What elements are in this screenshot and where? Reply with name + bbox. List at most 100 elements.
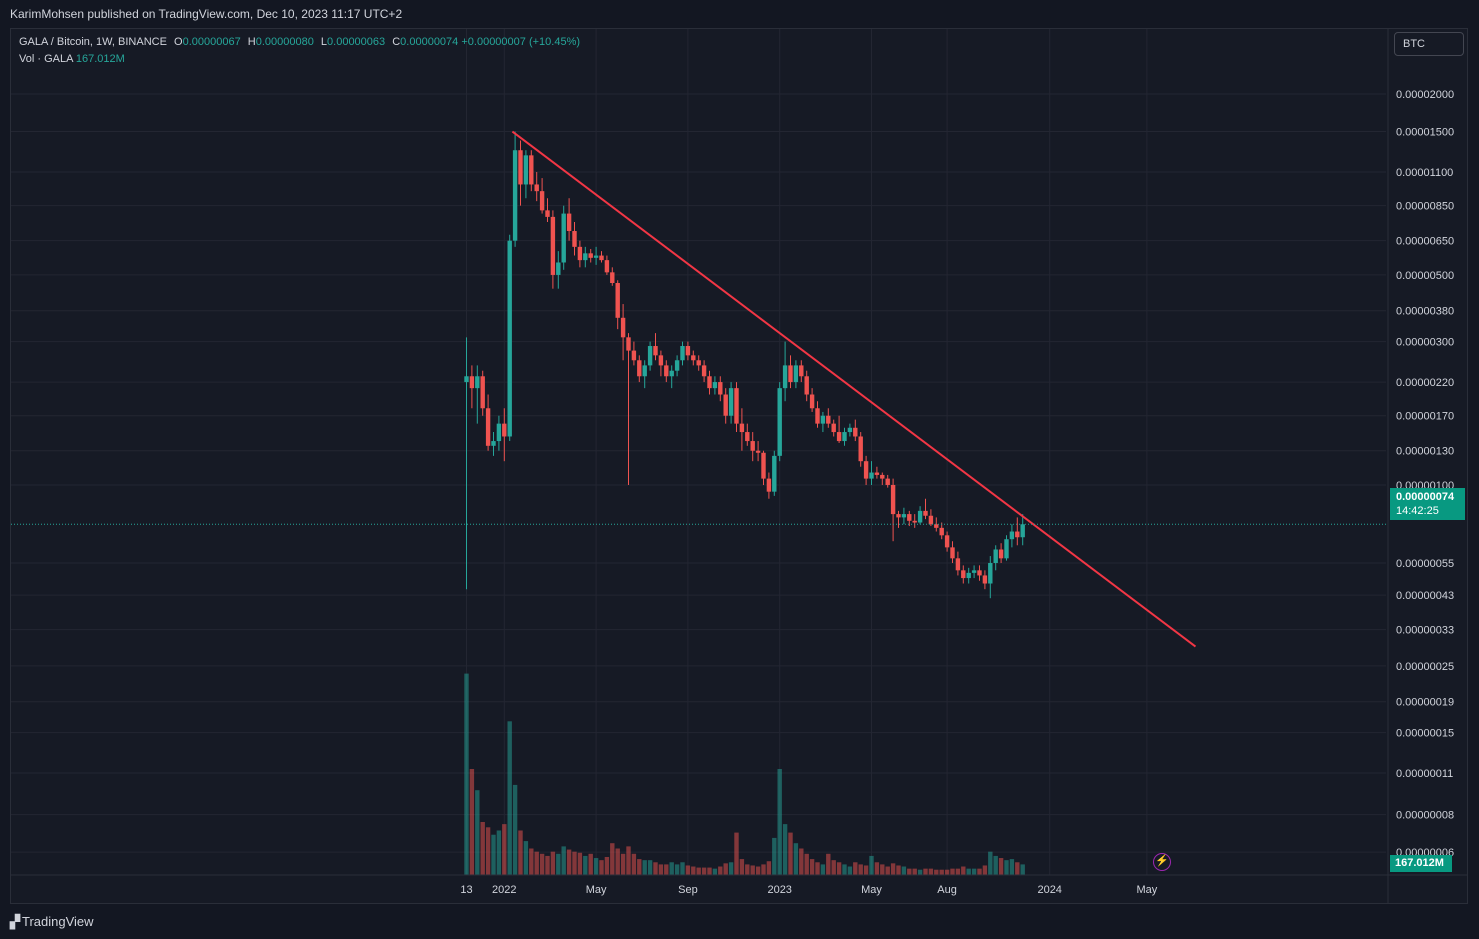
volume-bar [539,853,545,875]
volume-bar [799,848,804,875]
price-tick-label: 0.00000850 [1396,201,1454,213]
candle-body [782,365,788,389]
candle-body [874,472,880,475]
price-chart[interactable]: 0.00002000 0.00001500 0.00001100 0.00000850… [11,29,1467,903]
candle-body [928,515,934,525]
volume-legend: Vol · GALA 167.012M [19,53,125,65]
candle-body [885,478,890,485]
candle-body [529,155,534,185]
volume-bar [993,855,998,875]
candle-body [712,382,718,389]
candle-body [977,570,982,576]
candle-body [599,255,604,261]
candle-body [1004,539,1009,559]
volume-bar [777,769,782,875]
candle-body [658,355,664,366]
volume-bar [966,868,971,875]
volume-bar [961,866,966,875]
candle-body [917,510,923,523]
candle-body [880,474,885,479]
last-price-value: 0.00000074 [1396,491,1455,503]
volume-bar [982,865,988,875]
price-tick-label: 0.00000008 [1396,810,1454,822]
resistance-trendline [511,130,1197,648]
volume-bar [577,852,583,875]
candle-body [518,150,523,185]
price-axis: 0.00002000 0.00001500 0.00001100 0.00000850… [1396,89,1454,859]
grid-lines [11,29,1386,875]
volume-bar [674,864,680,875]
volume-bar [874,862,880,875]
volume-bar [955,868,961,875]
volume-bar [545,855,550,875]
volume-bar [842,864,847,875]
volume-bar [880,864,885,875]
volume-bar [599,860,604,875]
price-tick-label: 0.00000650 [1396,236,1454,248]
price-tick-label: 0.00000055 [1396,558,1454,570]
time-tick-label: May [586,884,607,896]
volume-bar [712,868,718,875]
volume-bar [853,862,858,875]
price-tick-label: 0.00001100 [1396,167,1453,179]
price-tick-label: 0.00000043 [1396,590,1454,602]
candle-body [939,527,944,536]
volume-bar [998,858,1004,875]
volume-bar [944,869,950,875]
candle-body [955,558,961,571]
candle-body [588,253,593,258]
candle-body [934,524,939,528]
volume-bar [804,853,809,875]
volume-bar [745,864,750,875]
price-tick-label: 0.00001500 [1396,127,1454,139]
candle-body [485,408,491,446]
candle-body [647,346,653,366]
symbol-title: GALA / Bitcoin, 1W, BINANCE [19,36,167,48]
bar-countdown: 14:42:25 [1396,505,1439,517]
tradingview-brand: TradingView [22,914,94,929]
time-tick-label: Aug [937,884,957,896]
change-value: +0.00000007 (+10.45%) [461,36,581,48]
volume-bar [707,867,712,875]
chart-panel[interactable]: 0.00002000 0.00001500 0.00001100 0.00000850… [10,28,1468,904]
volume-bar [469,769,475,875]
candle-body [577,246,583,261]
volume-bar [1004,860,1009,875]
volume-bar [669,862,674,875]
currency-button[interactable]: BTC [1394,32,1464,56]
candle-body [745,432,750,442]
candle-body [842,432,847,442]
time-tick-label: 2024 [1037,884,1061,896]
volume-bar [518,830,523,875]
volume-bar [815,862,820,875]
price-tick-label: 0.00000130 [1396,446,1454,458]
candle-body [680,346,685,361]
volume-bar [1020,864,1025,875]
volume-bar [831,860,836,875]
candle-body [566,213,572,232]
volume-bar [772,837,777,875]
volume-bar [680,862,685,875]
candle-body [950,547,955,559]
candle-body [534,184,539,192]
volume-bar [750,865,755,875]
candle-body [853,427,858,437]
candle-body [820,415,826,424]
volume-bar [782,824,788,875]
price-tick-label: 0.00000170 [1396,411,1454,423]
lightning-icon[interactable]: ⚡ [1153,853,1171,871]
candle-body [863,461,869,479]
volume-bar [971,868,977,875]
candle-body [653,346,658,356]
candle-body [831,423,836,433]
candle-body [1015,531,1020,538]
time-tick-label: 2022 [492,884,516,896]
candle-body [982,575,988,584]
tradingview-logo[interactable]: ▞ TradingView [10,914,94,930]
candle-body [685,346,691,356]
volume-bar [728,862,734,875]
volume-bar [734,832,739,875]
volume-bar [475,790,480,875]
candle-body [512,150,518,241]
price-tick-label: 0.00000300 [1396,337,1454,349]
